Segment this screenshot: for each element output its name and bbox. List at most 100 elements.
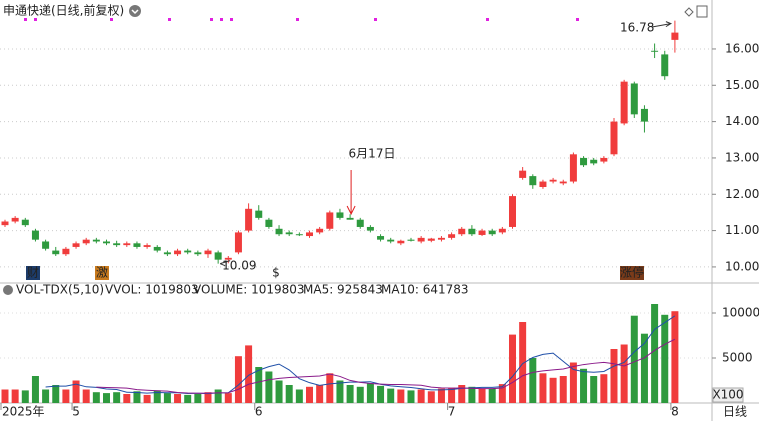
volume-bar xyxy=(72,380,80,403)
volume-bar xyxy=(620,344,628,403)
candle-body xyxy=(437,237,445,240)
candle-body xyxy=(336,212,344,218)
event-tag: 财 xyxy=(27,266,39,280)
candle-body xyxy=(397,240,405,244)
diamond-icon[interactable] xyxy=(684,7,694,17)
candle-body xyxy=(224,257,232,260)
volume-bar xyxy=(387,388,395,403)
candle-body xyxy=(356,219,364,227)
candle-body xyxy=(52,250,60,255)
candle-body xyxy=(610,121,618,155)
candle-body xyxy=(184,250,192,253)
candle-body xyxy=(519,170,527,178)
legend-entry: MA10: 641783 xyxy=(381,283,469,297)
period-label: 日线 xyxy=(723,405,747,419)
candle-body xyxy=(488,230,496,235)
volume-bar xyxy=(600,374,608,403)
volume-bar xyxy=(366,383,374,403)
candle-body xyxy=(448,234,456,238)
tag-box xyxy=(26,266,40,280)
volume-bar xyxy=(123,394,131,403)
indicator-icon[interactable] xyxy=(3,285,13,295)
candle-body xyxy=(194,252,202,255)
volume-bar xyxy=(640,333,648,403)
y-tick-label: 14.00 xyxy=(725,114,759,128)
candle-body xyxy=(163,252,171,255)
volume-bar xyxy=(285,385,293,403)
candle-body xyxy=(509,196,516,227)
candle-body xyxy=(387,239,395,242)
volume-bar xyxy=(346,385,354,403)
volume-bar xyxy=(245,345,253,403)
candle-body xyxy=(214,252,222,260)
x-tick-label: 8 xyxy=(671,405,679,419)
min-arrow xyxy=(219,260,231,267)
candle-body xyxy=(82,239,90,244)
volume-bar xyxy=(214,389,222,403)
max-arrow xyxy=(651,21,673,28)
candle-body xyxy=(245,208,253,231)
candle-body xyxy=(468,228,476,235)
volume-bar xyxy=(42,389,50,403)
menu-icon[interactable] xyxy=(129,5,141,17)
x-tick-label: 6 xyxy=(255,405,263,419)
candle-body xyxy=(103,241,110,244)
event-dots xyxy=(24,18,579,21)
volume-bar xyxy=(306,386,313,403)
y-tick-label: 10000 xyxy=(722,306,759,320)
candle-body xyxy=(275,228,283,235)
candle-body xyxy=(366,226,374,231)
event-tag: 激 xyxy=(96,266,108,280)
volume-bar xyxy=(234,356,242,403)
volume-bar xyxy=(194,394,202,403)
event-tag: 涨停 xyxy=(620,265,644,280)
candle-body xyxy=(590,159,598,164)
candle-body xyxy=(559,181,567,184)
volume-bar xyxy=(336,380,344,403)
volume-bar xyxy=(31,376,39,403)
candle-body xyxy=(42,241,50,249)
min-label: 10.09 xyxy=(222,259,256,273)
volume-bar xyxy=(377,385,385,403)
volume-bar xyxy=(397,389,405,403)
volume-bar xyxy=(255,367,263,403)
candle-body xyxy=(458,228,466,235)
candle-body xyxy=(1,221,9,226)
volume-bar xyxy=(224,393,232,403)
legend-vvol: VVOL: 1019803 xyxy=(105,283,199,297)
volume-bar xyxy=(52,385,60,403)
candle-body xyxy=(11,217,19,222)
volume-bar xyxy=(529,358,537,403)
volume-bar xyxy=(92,392,100,403)
candle-body xyxy=(478,230,486,235)
volume-bar xyxy=(143,394,151,403)
annotation-arrow xyxy=(346,170,356,216)
volume-bar xyxy=(407,390,415,403)
volume-bar xyxy=(437,388,445,403)
menu-chevron xyxy=(131,9,139,15)
candle-body xyxy=(234,232,242,253)
candle-body xyxy=(174,250,182,255)
candle-body xyxy=(113,243,121,246)
candle-body xyxy=(529,176,537,186)
volume-bar xyxy=(153,390,161,403)
candle-body xyxy=(295,234,303,236)
candle-body xyxy=(417,237,425,242)
candle-body xyxy=(569,154,577,182)
unit-box xyxy=(712,387,744,403)
volume-bar xyxy=(295,389,303,403)
candle-body xyxy=(62,248,70,255)
volume-bar xyxy=(427,391,435,403)
volume-bar xyxy=(275,380,283,403)
volume-bar xyxy=(204,392,212,403)
volume-bar xyxy=(478,388,486,403)
legend-entry: MA5: 925843 xyxy=(303,283,383,297)
volume-bar xyxy=(316,385,324,403)
volume-bar xyxy=(610,349,618,403)
volume-bar xyxy=(468,386,476,403)
candle-body xyxy=(498,228,506,233)
volume-bar xyxy=(103,393,110,403)
panel-icon[interactable] xyxy=(696,5,708,18)
volume-bar xyxy=(265,371,273,403)
volume-bar xyxy=(11,389,19,403)
